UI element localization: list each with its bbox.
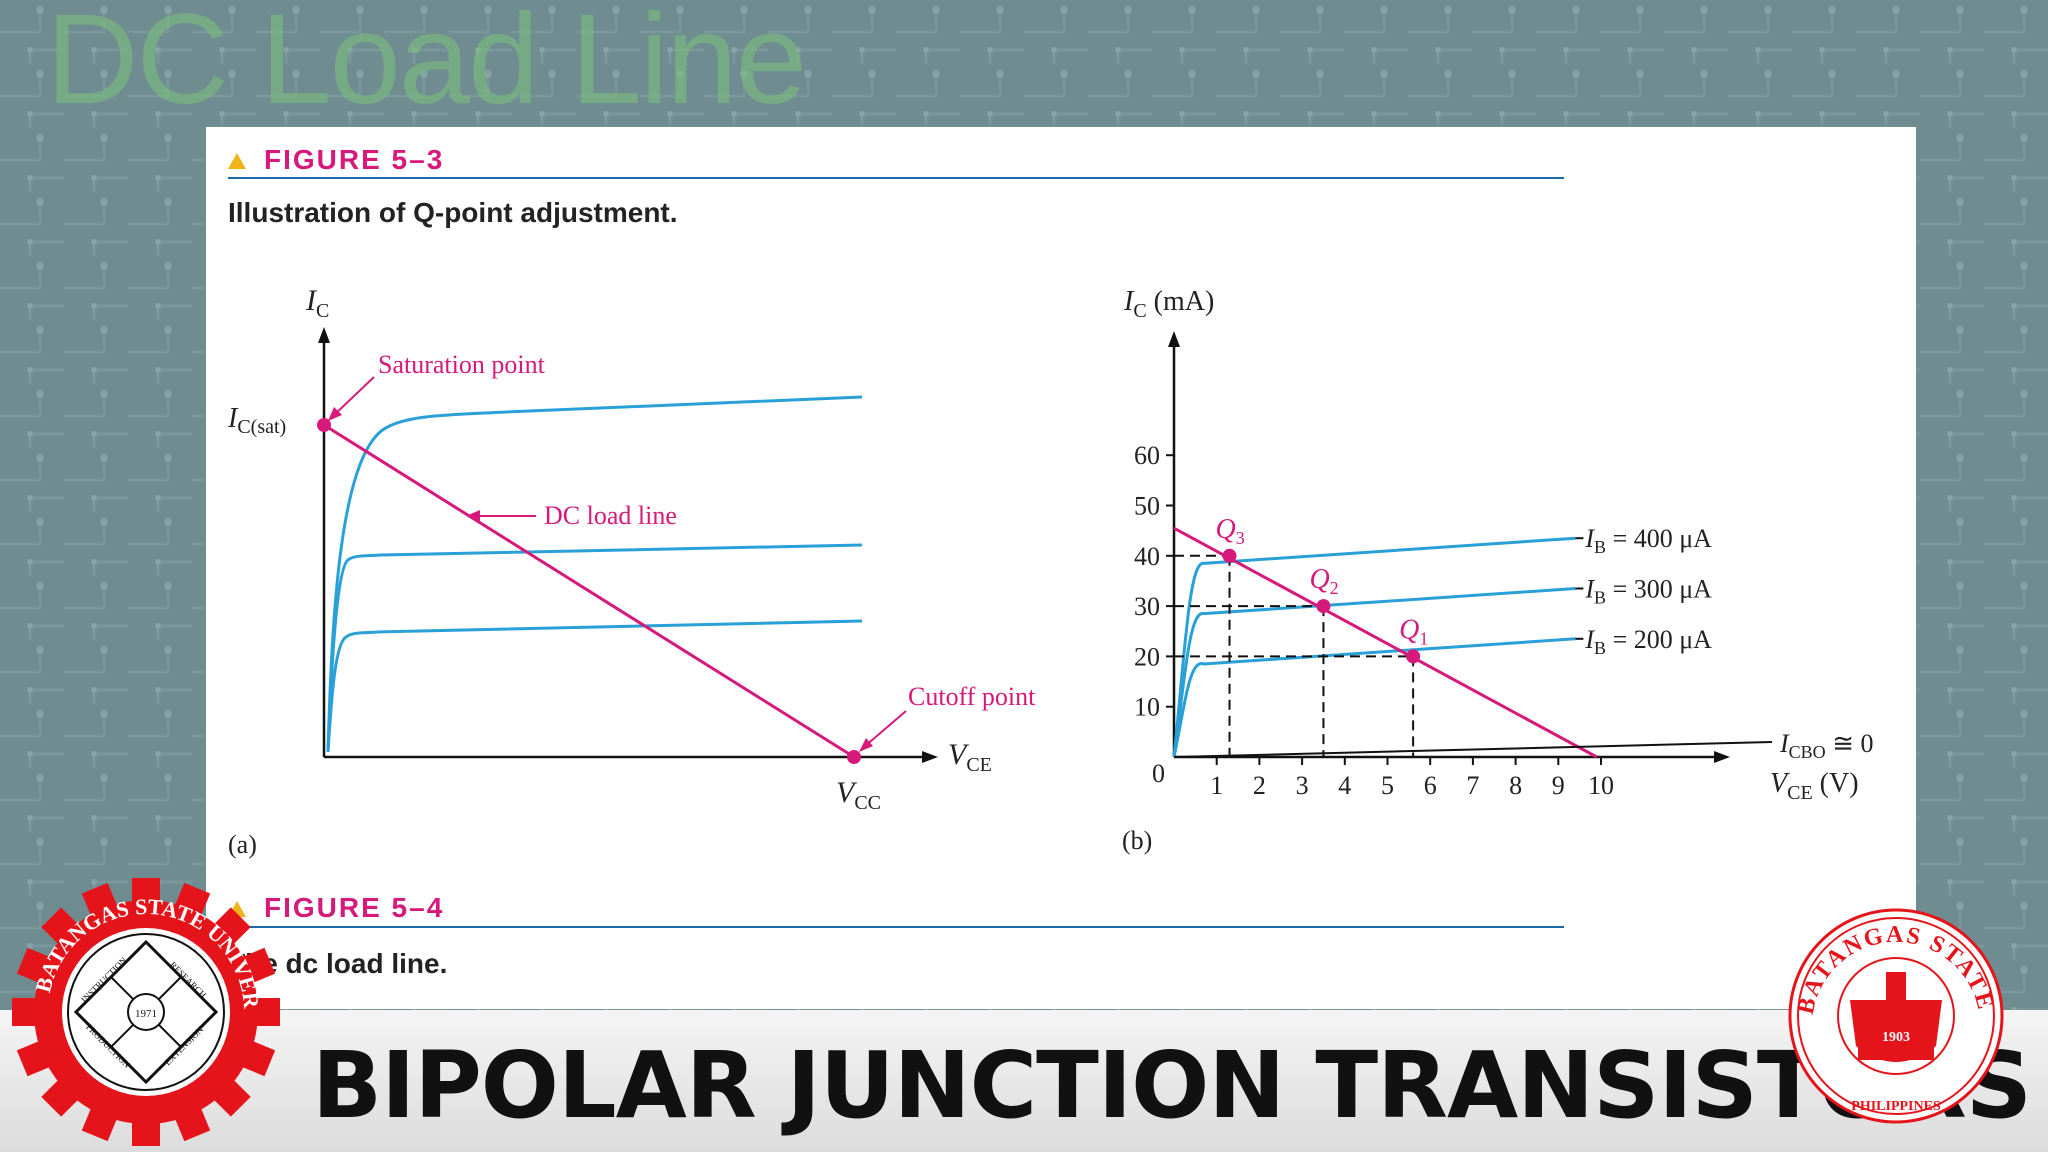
diagram-b-x-axis-label: VCE (V) <box>1770 768 1859 804</box>
diagram-b-y-arrow <box>1168 331 1180 347</box>
diagram-b-y-axis-label: IC (mA) <box>1123 286 1214 322</box>
diagram-a-curve-high <box>326 395 863 753</box>
y-tick-label: 20 <box>1134 642 1160 671</box>
diagram-b-curves: IB = 400 μA IB = 300 μA IB = 200 μA <box>1172 524 1712 758</box>
x-tick-label: 1 <box>1210 771 1223 800</box>
y-tick-label: 60 <box>1134 441 1160 470</box>
ib-curve-label: IB = 300 μA <box>1584 574 1712 607</box>
x-tick-label: 2 <box>1253 771 1266 800</box>
y-tick-label: 10 <box>1134 693 1160 722</box>
ib-curve <box>1172 637 1576 758</box>
diagram-a-load-line-arrow <box>466 510 480 522</box>
diagram-b-origin-label: 0 <box>1152 759 1165 788</box>
right-university-logo: BATANGAS STATE UNIVERSITY 1903 PHILIPPIN… <box>1788 908 2004 1124</box>
figure-panel <box>206 127 1916 1009</box>
diagram-a-curve-mid <box>326 543 863 753</box>
q-point-label: Q2 <box>1309 564 1338 598</box>
diagram-b-x-ticks: 1 2 3 4 5 6 7 8 9 10 <box>1210 757 1614 800</box>
diagram-b-y-ticks: 10 20 30 40 50 60 <box>1134 441 1174 722</box>
ib-curve-label: IB = 400 μA <box>1584 524 1712 557</box>
diagram-a-cutoff-pointer <box>863 710 907 748</box>
diagram-a-cutoff-point <box>847 750 861 764</box>
diagram-a-ic-sat-label: IC(sat) <box>227 403 286 438</box>
right-logo-year: 1903 <box>1882 1030 1910 1045</box>
diagram-b-icbo-label: ICBO ≅ 0 <box>1779 729 1873 762</box>
x-tick-label: 3 <box>1296 771 1309 800</box>
x-tick-label: 8 <box>1509 771 1522 800</box>
figure-5-3-caption: Illustration of Q-point adjustment. <box>228 197 678 228</box>
diagram-b-x-arrow <box>1714 751 1730 763</box>
diagram-a-cutoff-label: Cutoff point <box>908 682 1036 711</box>
figure-5-3-label: FIGURE 5–3 <box>264 144 444 175</box>
diagram-a-load-line-label: DC load line <box>544 501 677 530</box>
diagram-a-saturation-arrow <box>328 407 342 421</box>
x-tick-label: 10 <box>1588 771 1614 800</box>
diagram-b-icbo-line <box>1173 741 1773 758</box>
diagram-b-q-points: Q3 Q2 Q1 <box>1216 514 1428 664</box>
diagram-a-panel-label: (a) <box>228 830 257 859</box>
x-tick-label: 6 <box>1424 771 1437 800</box>
slide-title: DC Load Line <box>46 0 807 131</box>
y-tick-label: 30 <box>1134 592 1160 621</box>
footer-band <box>0 1010 2048 1152</box>
diagram-a-saturation-point <box>317 418 331 432</box>
left-college-logo: BATANGAS STATE UNIVERSITY 1971 INSTRUCTI… <box>12 878 280 1146</box>
footer-title: BIPOLAR JUNCTION TRANSISTORS <box>312 1032 2032 1139</box>
x-tick-label: 7 <box>1466 771 1479 800</box>
diagram-a-curve-low <box>326 619 863 753</box>
q-point-label: Q3 <box>1216 514 1245 548</box>
x-tick-label: 4 <box>1338 771 1351 800</box>
diagram-a-vcc-label: VCC <box>836 776 881 814</box>
figure-5-4-label: FIGURE 5–4 <box>264 892 444 923</box>
q-point-marker <box>1316 599 1331 614</box>
q-point-marker <box>1222 548 1237 563</box>
diagram-a-x-arrow <box>922 751 938 763</box>
diagram-b-q-guides <box>1174 554 1415 757</box>
x-tick-label: 5 <box>1381 771 1394 800</box>
diagram-a-y-axis-label: IC <box>305 284 329 322</box>
right-logo-country: PHILIPPINES <box>1851 1099 1941 1114</box>
x-tick-label: 9 <box>1552 771 1565 800</box>
y-tick-label: 50 <box>1134 492 1160 521</box>
left-logo-year: 1971 <box>135 1008 157 1020</box>
figure-diagram: FIGURE 5–3 Illustration of Q-point adjus… <box>227 144 1873 979</box>
y-tick-label: 40 <box>1134 542 1160 571</box>
diagram-a-load-line <box>323 423 855 759</box>
diagram-a-cutoff-arrow <box>859 738 873 752</box>
diagram-a-y-arrow <box>318 327 330 343</box>
figure-5-3-triangle-icon <box>228 153 246 169</box>
diagram-b-panel-label: (b) <box>1122 826 1152 855</box>
ib-curve-label: IB = 200 μA <box>1584 625 1712 658</box>
q-point-marker <box>1406 649 1421 664</box>
diagram-b-load-line <box>1173 526 1598 759</box>
diagram-a-saturation-pointer <box>331 376 375 418</box>
ib-curve <box>1172 536 1576 758</box>
diagram-a-x-axis-label: VCE <box>948 738 992 776</box>
diagram-a-saturation-label: Saturation point <box>378 350 546 379</box>
ib-curve <box>1172 586 1576 758</box>
diagram-a: IC VCE IC(sat) VCC Saturation point DC l… <box>227 284 1036 859</box>
q-point-label: Q1 <box>1399 614 1428 648</box>
